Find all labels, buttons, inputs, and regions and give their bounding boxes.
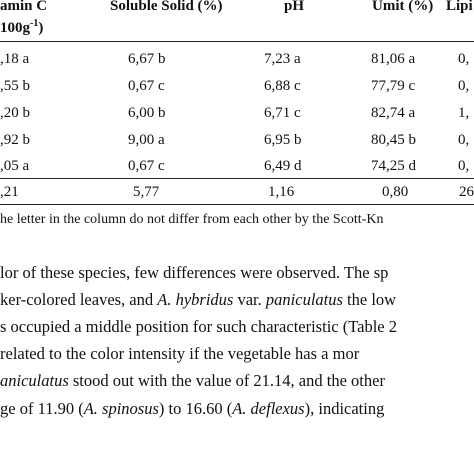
header-ph: pH — [284, 0, 305, 14]
cell-cv-vitc: ,21 — [0, 184, 19, 200]
cell-cv-soluble: 5,77 — [133, 184, 160, 200]
header-soluble-solid: Soluble Solid (%) — [110, 0, 223, 14]
cell-ph: 6,71 c — [264, 105, 301, 121]
cell-umit: 77,79 c — [371, 78, 416, 94]
header-vitamin-c-unit: 100g-1) — [0, 18, 44, 36]
cell-soluble: 6,00 b — [128, 105, 166, 121]
cell-cv-umit: 0,80 — [382, 184, 409, 200]
cell-cv-ph: 1,16 — [268, 184, 295, 200]
table-header-rule — [0, 41, 474, 43]
cell-soluble: 9,00 a — [128, 132, 165, 148]
cell-soluble: 0,67 c — [128, 78, 165, 94]
cell-lipid: 0, — [458, 78, 470, 94]
header-lipid: Lipi — [446, 0, 473, 14]
cell-ph: 6,49 d — [264, 158, 302, 174]
cell-cv-lipid: 26 — [459, 184, 474, 200]
cell-lipid: 0, — [458, 158, 470, 174]
cell-lipid: 0, — [458, 132, 470, 148]
paragraph-line: s occupied a middle position for such ch… — [0, 317, 397, 336]
cell-lipid: 1, — [458, 105, 470, 121]
paragraph-line: aniculatus stood out with the value of 2… — [0, 371, 385, 390]
cell-soluble: 6,67 b — [128, 51, 166, 67]
cell-ph: 6,88 c — [264, 78, 301, 94]
paragraph-line: ge of 11.90 (A. spinosus) to 16.60 (A. d… — [0, 399, 385, 418]
paragraph-line: ker-colored leaves, and A. hybridus var.… — [0, 290, 397, 309]
cell-vitc: ,18 a — [0, 51, 30, 67]
paragraph-line: lor of these species, few differences we… — [0, 263, 389, 282]
cell-vitc: ,05 a — [0, 158, 30, 174]
cell-lipid: 0, — [458, 51, 470, 67]
cell-vitc: ,92 b — [0, 132, 30, 148]
cell-umit: 80,45 b — [371, 132, 416, 148]
header-umit: Umit (%) — [372, 0, 434, 14]
header-vitamin-c: amin C — [0, 0, 48, 14]
cell-umit: 81,06 a — [371, 51, 416, 67]
cell-soluble: 0,67 c — [128, 158, 165, 174]
table-footnote: he letter in the column do not differ fr… — [0, 212, 384, 227]
paragraph-line: related to the color intensity if the ve… — [0, 344, 360, 363]
cell-ph: 6,95 b — [264, 132, 302, 148]
cell-vitc: ,55 b — [0, 78, 30, 94]
cell-ph: 7,23 a — [264, 51, 301, 67]
table-bottom-rule — [0, 204, 474, 206]
cell-umit: 82,74 a — [371, 105, 416, 121]
cell-vitc: ,20 b — [0, 105, 30, 121]
cell-umit: 74,25 d — [371, 158, 416, 174]
table-cv-rule — [0, 178, 474, 180]
